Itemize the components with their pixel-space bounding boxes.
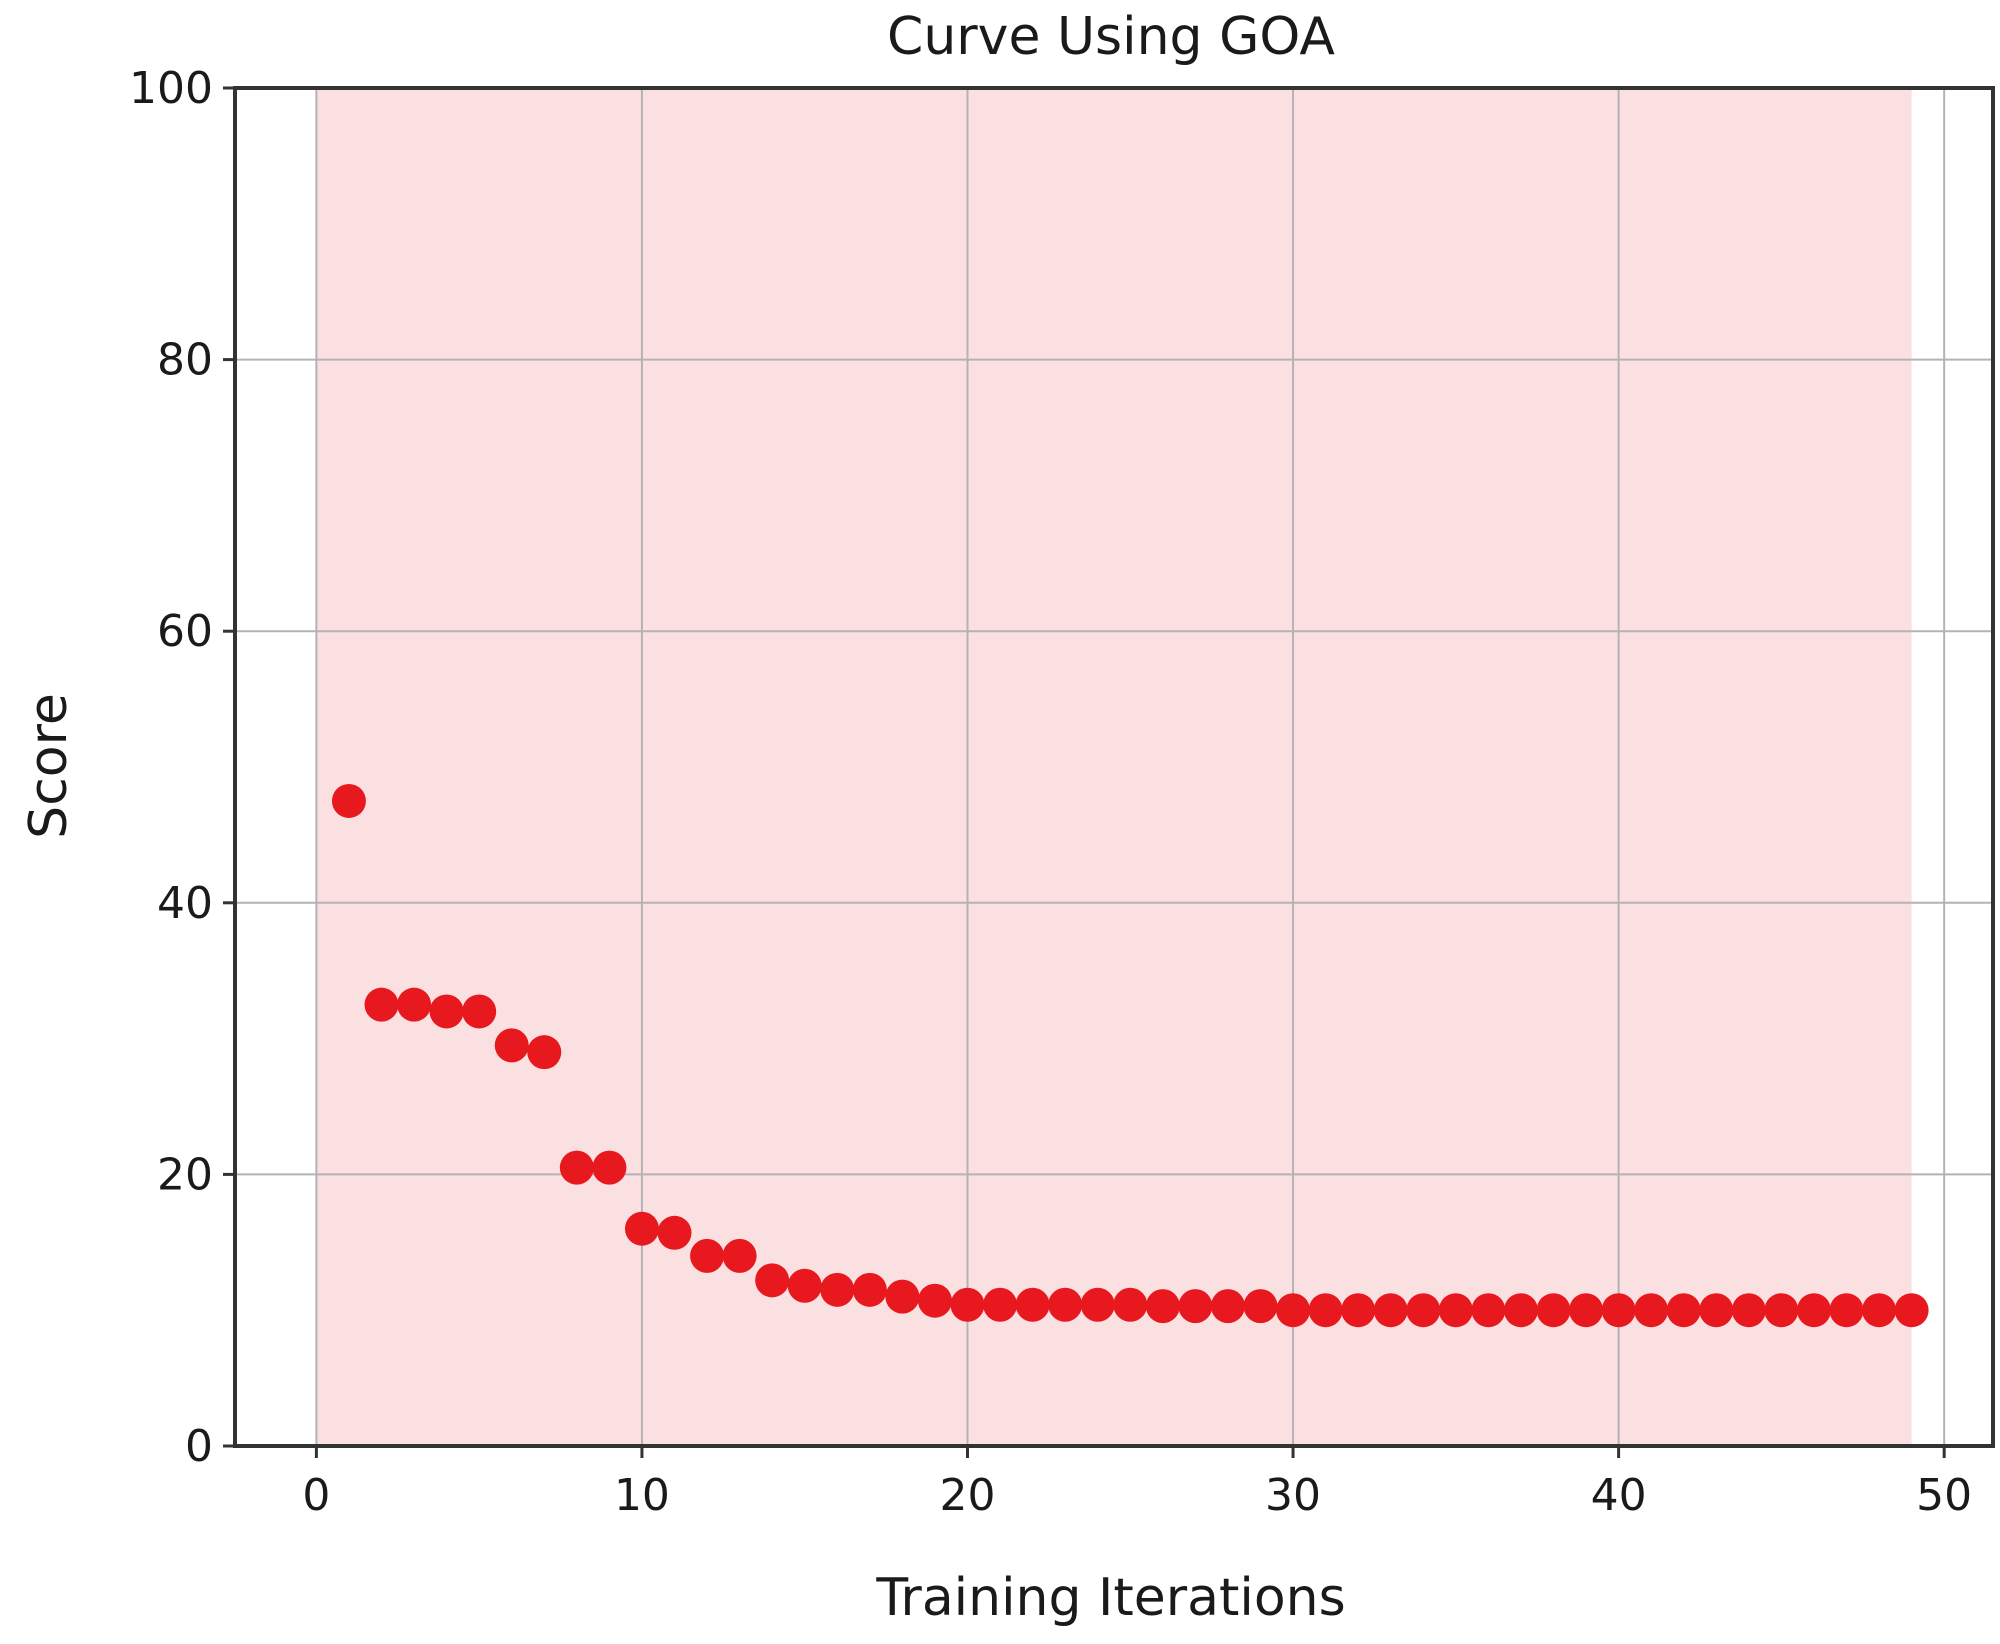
x-tick-label: 0 [302, 1470, 330, 1521]
data-point [690, 1238, 725, 1273]
y-tick-label: 0 [185, 1421, 213, 1472]
data-point [1601, 1293, 1636, 1328]
data-point [852, 1272, 887, 1307]
x-axis-label: Training Iterations [875, 1568, 1345, 1628]
data-point [1210, 1289, 1245, 1324]
data-point [1341, 1293, 1376, 1328]
data-point [429, 994, 464, 1029]
data-point [624, 1211, 659, 1246]
y-tick-label: 80 [157, 335, 213, 386]
data-point [1406, 1293, 1441, 1328]
x-tick-label: 40 [1591, 1470, 1647, 1521]
y-axis-label: Score [19, 693, 79, 839]
data-point [657, 1215, 692, 1250]
shaded-region [316, 88, 1912, 1446]
data-point [917, 1283, 952, 1318]
data-point [1536, 1293, 1571, 1328]
data-point [1569, 1293, 1604, 1328]
chart-title: Curve Using GOA [887, 7, 1335, 67]
data-point [1048, 1287, 1083, 1322]
data-point [1894, 1293, 1929, 1328]
x-tick-label: 50 [1916, 1470, 1972, 1521]
data-point [1438, 1293, 1473, 1328]
data-point [1015, 1287, 1050, 1322]
data-point [722, 1238, 757, 1273]
data-point [1373, 1293, 1408, 1328]
y-tick-label: 100 [129, 63, 213, 114]
data-point [1080, 1287, 1115, 1322]
plot-area: 0 10 20 30 40 50 0 20 40 60 80 100 [129, 63, 1995, 1521]
data-point [1308, 1293, 1343, 1328]
data-point [1862, 1293, 1897, 1328]
data-point [1796, 1293, 1831, 1328]
x-tick-label: 20 [940, 1470, 996, 1521]
data-point [559, 1150, 594, 1185]
data-point [527, 1035, 562, 1070]
data-point [755, 1263, 790, 1298]
data-point [1634, 1293, 1669, 1328]
data-point [397, 987, 432, 1022]
y-tick-label: 40 [157, 878, 213, 929]
data-point [592, 1150, 627, 1185]
data-point [1503, 1293, 1538, 1328]
data-point [1666, 1293, 1701, 1328]
data-point [950, 1287, 985, 1322]
x-tick-label: 30 [1265, 1470, 1321, 1521]
data-point [494, 1028, 529, 1063]
data-point [1731, 1293, 1766, 1328]
data-point [1113, 1287, 1148, 1322]
data-point [1471, 1293, 1506, 1328]
x-tick-label: 10 [614, 1470, 670, 1521]
y-tick-label: 60 [157, 606, 213, 657]
data-point [364, 987, 399, 1022]
data-point [787, 1268, 822, 1303]
data-point [820, 1272, 855, 1307]
data-point [331, 783, 366, 818]
data-point [1243, 1289, 1278, 1324]
data-point [1699, 1293, 1734, 1328]
data-point [1145, 1289, 1180, 1324]
data-point [1276, 1293, 1311, 1328]
data-point [1829, 1293, 1864, 1328]
y-tick-label: 20 [157, 1149, 213, 1200]
data-point [462, 994, 497, 1029]
data-point [983, 1287, 1018, 1322]
data-point [885, 1279, 920, 1314]
data-point [1764, 1293, 1799, 1328]
data-point [1178, 1289, 1213, 1324]
axes-frame [233, 86, 1995, 1448]
